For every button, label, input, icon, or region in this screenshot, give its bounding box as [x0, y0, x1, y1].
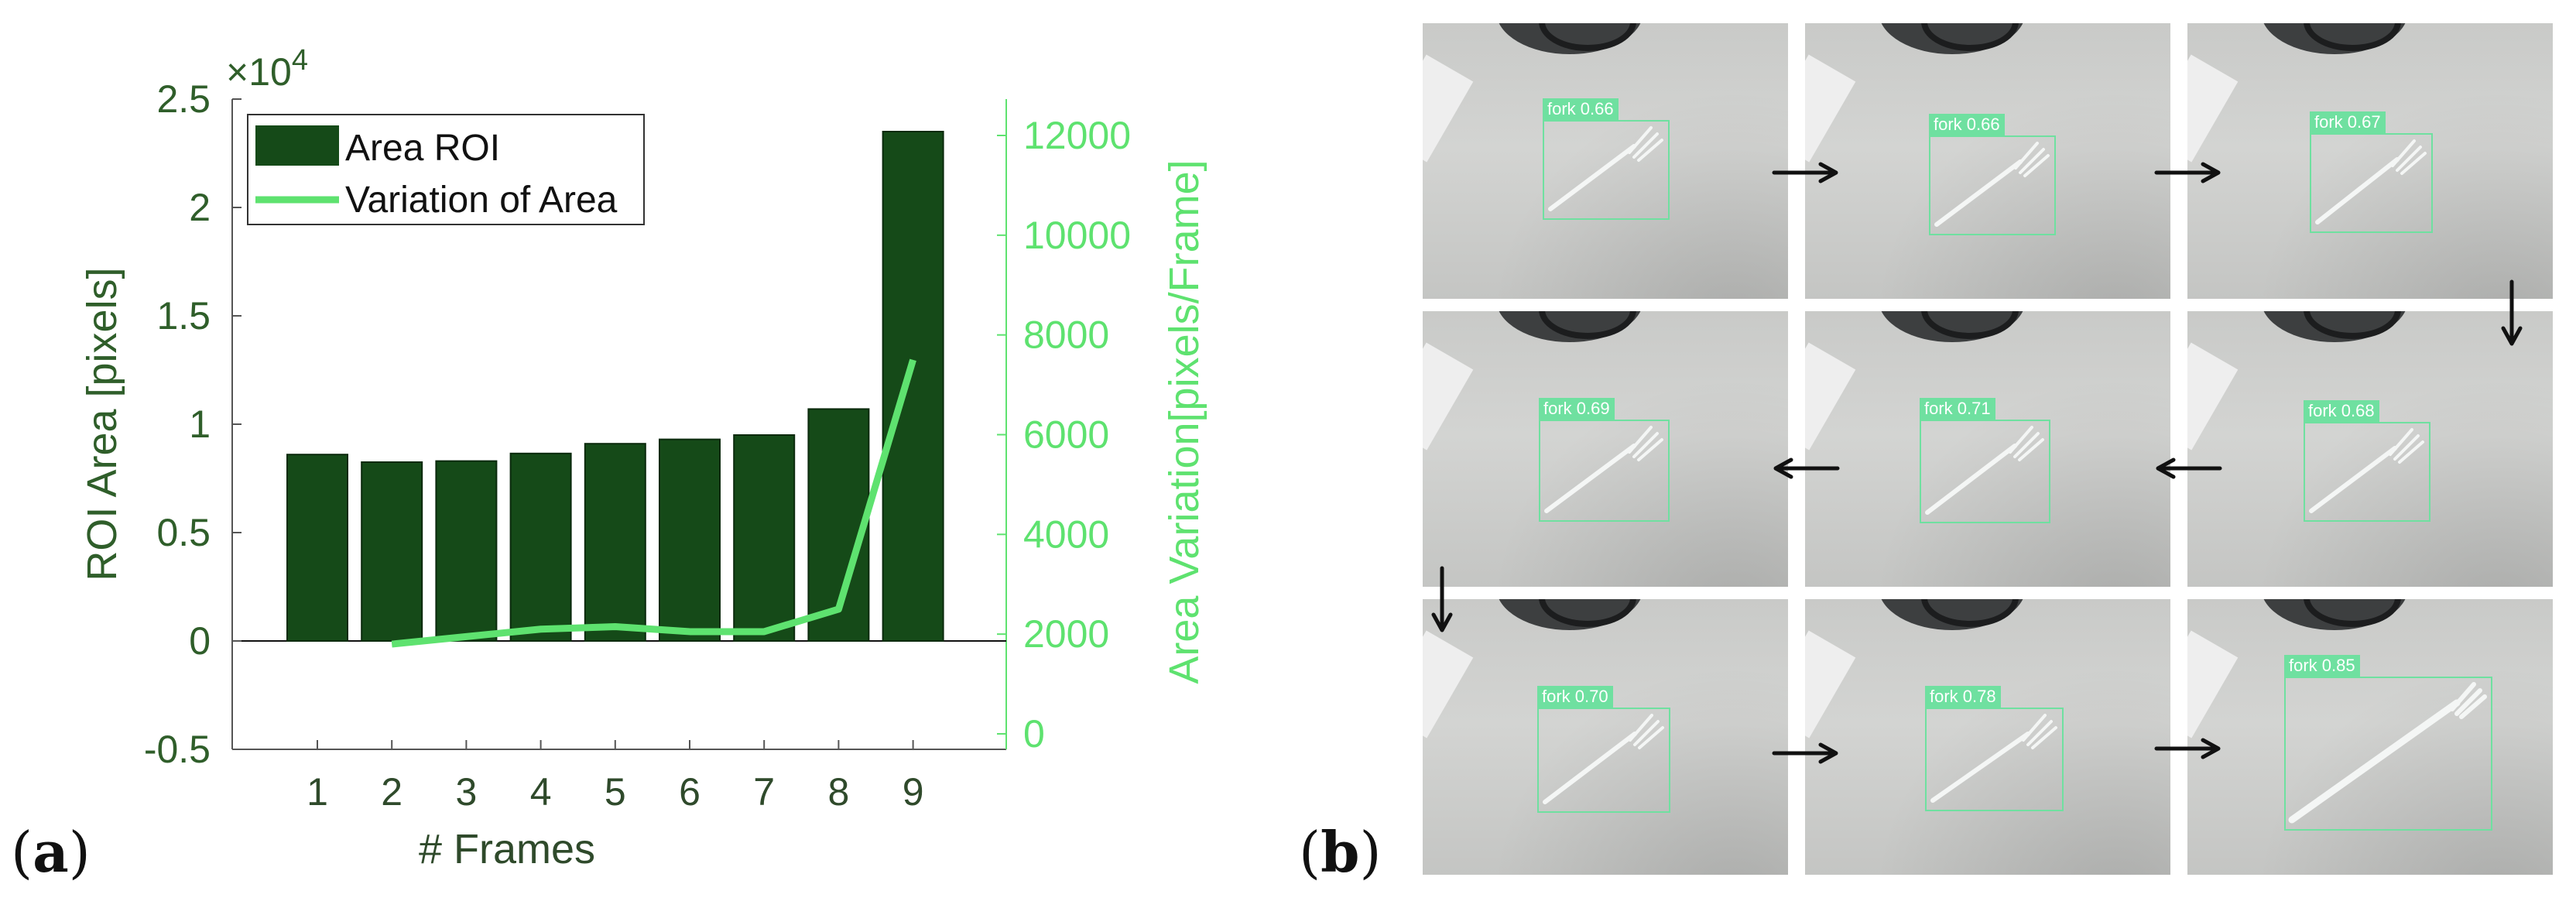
detection-bbox: fork 0.67 — [2310, 111, 2433, 233]
line-variation-of-area — [391, 358, 916, 648]
detection-label: fork 0.68 — [2304, 400, 2379, 422]
detection-frames-grid: fork 0.66 fork 0.66 fork 0.67 fork 0.69 fork… — [1423, 23, 2554, 882]
fork-icon — [1934, 142, 2050, 227]
fork-icon — [1930, 714, 2057, 803]
sequence-arrow-icon — [2154, 738, 2221, 759]
detection-label: fork 0.67 — [2310, 111, 2386, 133]
detection-frame: fork 0.78 — [1805, 599, 2170, 875]
detection-bbox: fork 0.70 — [1537, 686, 1670, 813]
detection-frame: fork 0.66 — [1805, 23, 2170, 299]
left-tick-label: 2.5 — [156, 77, 211, 121]
detection-label: fork 0.71 — [1920, 398, 1995, 420]
shadow — [1805, 311, 2170, 587]
shadow — [1423, 23, 1788, 299]
right-tick-label: 6000 — [1023, 413, 1109, 457]
detection-bbox: fork 0.78 — [1925, 686, 2064, 811]
x-tick-label: 2 — [381, 770, 402, 814]
detection-frame: fork 0.67 — [2187, 23, 2553, 299]
fork-icon — [1543, 714, 1664, 804]
fork-icon — [2309, 428, 2424, 513]
detection-label: fork 0.85 — [2284, 655, 2360, 677]
x-tick-label: 6 — [679, 770, 701, 814]
right-tick-label: 2000 — [1023, 612, 1109, 656]
left-tick-label: -0.5 — [144, 728, 211, 771]
detection-label: fork 0.70 — [1537, 686, 1613, 708]
legend-label-area-roi: Area ROI — [345, 128, 500, 169]
sequence-arrow-icon — [1772, 742, 1838, 764]
right-axis-label: Area Variation[pixels/Frame] — [1161, 159, 1208, 684]
fork-icon — [1925, 426, 2044, 515]
left-tick-label: 1.5 — [156, 294, 211, 338]
right-tick-label: 8000 — [1023, 314, 1109, 357]
right-tick-label: 0 — [1023, 712, 1045, 756]
left-tick-label: 2 — [189, 186, 211, 229]
fork-icon — [1548, 126, 1663, 211]
sequence-arrow-icon — [1773, 458, 1840, 479]
fork-icon — [1544, 426, 1663, 513]
right-tick-label: 10000 — [1023, 214, 1131, 257]
left-tick-label: 0.5 — [156, 511, 211, 554]
x-tick-label: 4 — [530, 770, 552, 814]
right-tick-label: 12000 — [1023, 114, 1131, 157]
right-tick-label: 4000 — [1023, 512, 1109, 556]
shadow — [2187, 23, 2553, 299]
bar-area-roi — [509, 452, 572, 642]
fork-icon — [2315, 139, 2427, 224]
shadow — [1805, 599, 2170, 875]
detection-frame: fork 0.71 — [1805, 311, 2170, 587]
detection-label: fork 0.66 — [1929, 114, 2005, 135]
roi-area-chart: -0.5 0 0.5 1 1.5 2 2.5 ×104 0 2000 4000 6000 8000 100… — [79, 44, 1208, 872]
sequence-arrow-icon — [2501, 279, 2523, 346]
panel-label-a: (a) — [11, 819, 91, 885]
sequence-arrow-icon — [2154, 162, 2221, 183]
panel-label-b: (b) — [1299, 819, 1382, 885]
shadow — [1423, 311, 1788, 587]
x-tick-label: 8 — [827, 770, 849, 814]
shadow — [2187, 311, 2553, 587]
detection-bbox: fork 0.71 — [1920, 398, 2050, 523]
x-tick-label: 7 — [753, 770, 775, 814]
detection-frame: fork 0.66 — [1423, 23, 1788, 299]
left-tick-label: 1 — [189, 403, 211, 446]
bar-area-roi — [584, 443, 646, 643]
detection-label: fork 0.69 — [1539, 398, 1615, 420]
bar-area-roi — [733, 434, 796, 642]
fork-icon — [2288, 682, 2487, 824]
bar-area-roi — [435, 460, 498, 642]
bar-area-roi — [286, 454, 348, 643]
sequence-arrow-icon — [2156, 458, 2222, 479]
x-axis-label: # Frames — [419, 826, 595, 872]
detection-bbox: fork 0.68 — [2304, 400, 2430, 522]
bar-area-roi — [882, 131, 944, 642]
left-axis-multiplier: ×104 — [226, 44, 308, 94]
detection-frame: fork 0.70 — [1423, 599, 1788, 875]
bar-area-roi — [361, 461, 423, 642]
detection-frame: fork 0.69 — [1423, 311, 1788, 587]
detection-label: fork 0.66 — [1543, 98, 1619, 120]
shadow — [1423, 599, 1788, 875]
sequence-arrow-icon — [1431, 566, 1453, 632]
bar-area-roi — [659, 438, 721, 642]
x-tick-label: 1 — [307, 770, 328, 814]
detection-bbox: fork 0.66 — [1929, 114, 2056, 235]
shadow — [1805, 23, 2170, 299]
x-tick-label: 3 — [455, 770, 477, 814]
x-tick-label: 5 — [605, 770, 626, 814]
detection-frame: fork 0.85 — [2187, 599, 2553, 875]
detection-frame: fork 0.68 — [2187, 311, 2553, 587]
x-tick-label: 9 — [903, 770, 924, 814]
detection-bbox: fork 0.85 — [2284, 655, 2492, 831]
legend-swatch-area-roi — [255, 125, 339, 166]
detection-bbox: fork 0.69 — [1539, 398, 1670, 522]
left-tick-label: 0 — [189, 619, 211, 663]
detection-bbox: fork 0.66 — [1543, 98, 1670, 220]
detection-label: fork 0.78 — [1925, 686, 2001, 708]
legend-label-variation: Variation of Area — [345, 180, 618, 221]
sequence-arrow-icon — [1772, 162, 1838, 183]
left-axis-label: ROI Area [pixels] — [79, 267, 125, 581]
